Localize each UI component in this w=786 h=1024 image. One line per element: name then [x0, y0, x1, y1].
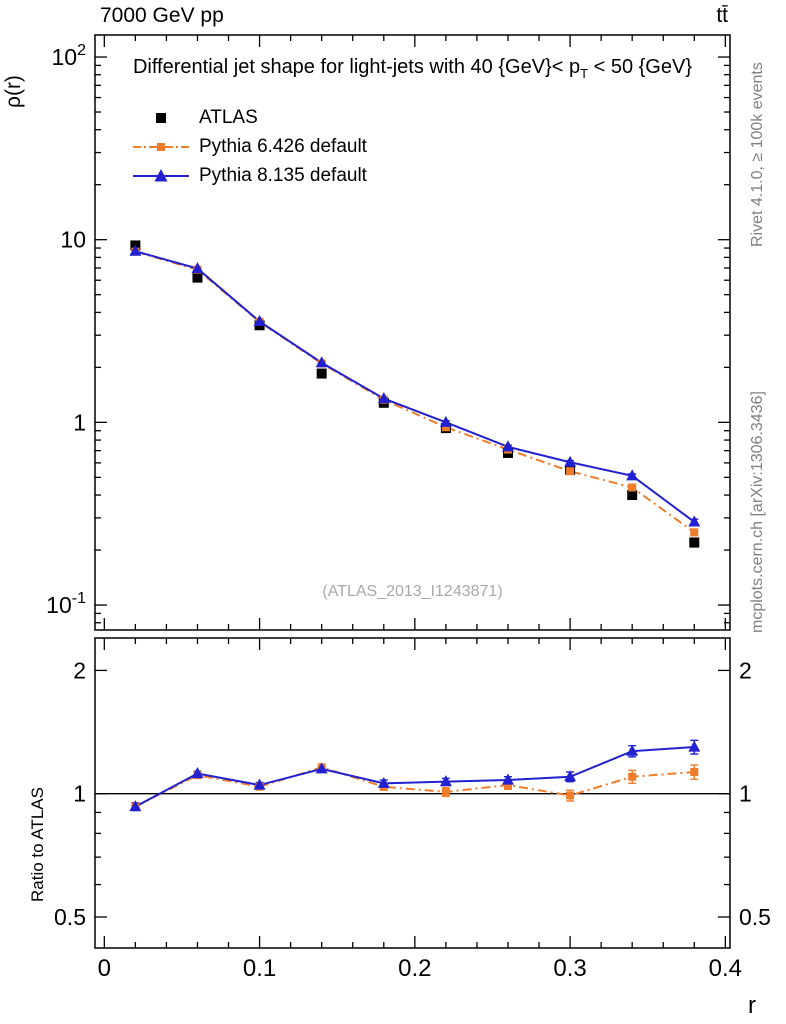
pythia8-solid-line-icon	[133, 168, 189, 181]
legend-label-pythia8: Pythia 8.135 default	[199, 164, 367, 186]
svg-text:0.4: 0.4	[709, 955, 742, 982]
svg-text:2: 2	[73, 657, 86, 683]
legend-item-atlas: ATLAS	[133, 103, 367, 132]
svg-text:2: 2	[739, 657, 752, 683]
mcplots-reference-label: mcplots.cern.ch [arXiv:1306.3436]	[749, 391, 766, 633]
svg-text:0.5: 0.5	[739, 904, 771, 930]
ratio-y-axis-label: Ratio to ATLAS	[28, 787, 47, 902]
legend-label-pythia6: Pythia 6.426 default	[199, 135, 367, 157]
plot-title-tail: < 50 {GeV}	[588, 56, 693, 78]
pythia6-dashdot-line-icon	[133, 142, 189, 151]
svg-text:0.1: 0.1	[243, 955, 276, 982]
svg-text:10: 10	[60, 227, 86, 253]
rivet-version-label: Rivet 4.1.0, ≥ 100k events	[749, 62, 766, 247]
process-label: tt̄	[716, 4, 728, 27]
plot-title-text: Differential jet shape for light-jets wi…	[132, 56, 581, 78]
legend-label-atlas: ATLAS	[199, 106, 258, 128]
atlas-marker-icon	[156, 112, 166, 123]
svg-text:10-1: 10-1	[46, 590, 86, 618]
legend: ATLAS Pythia 6.426 default Pythia 8.135 …	[133, 103, 367, 190]
x-axis-label: r	[748, 992, 756, 1019]
main-y-axis-label: ρ(r)	[2, 75, 25, 108]
svg-text:0.5: 0.5	[54, 904, 86, 930]
svg-text:1: 1	[73, 781, 86, 807]
svg-text:0: 0	[98, 955, 111, 982]
plot-title-subscript: T	[580, 66, 589, 81]
plot-title: Differential jet shape for light-jets wi…	[95, 56, 730, 81]
svg-text:1: 1	[73, 409, 86, 435]
svg-text:102: 102	[52, 42, 87, 70]
svg-text:0.2: 0.2	[398, 955, 431, 982]
beam-energy-label: 7000 GeV pp	[100, 4, 224, 27]
legend-item-pythia6: Pythia 6.426 default	[133, 132, 367, 161]
analysis-id-watermark: (ATLAS_2013_I1243871)	[322, 583, 503, 600]
legend-item-pythia8: Pythia 8.135 default	[133, 161, 367, 190]
svg-text:1: 1	[739, 781, 752, 807]
svg-text:0.3: 0.3	[553, 955, 586, 982]
